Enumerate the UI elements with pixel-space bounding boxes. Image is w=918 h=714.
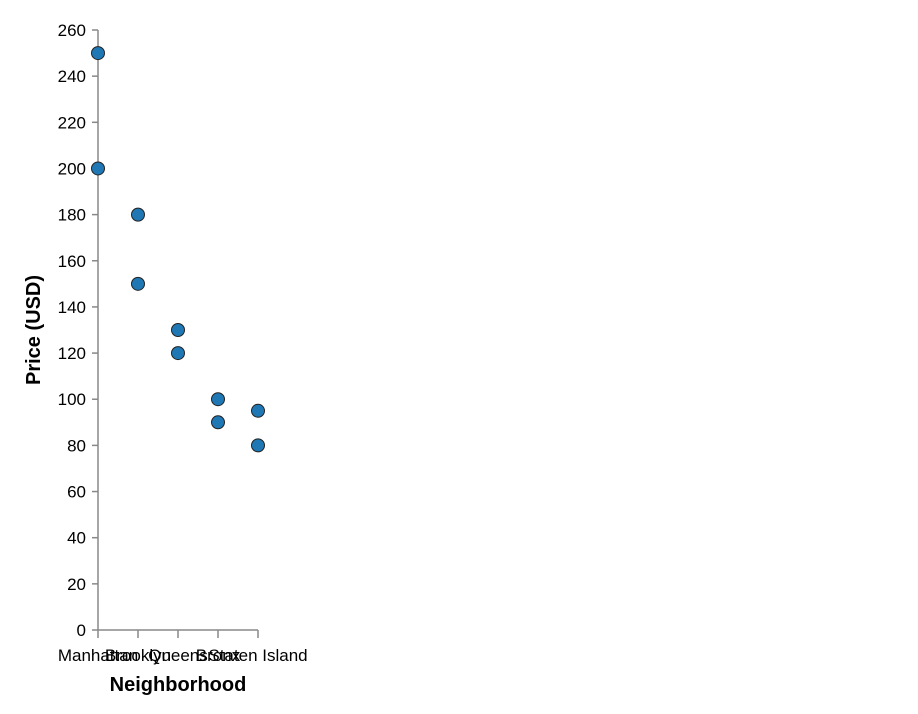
x-tick-label: Brooklyn: [105, 646, 171, 665]
data-point: [131, 207, 145, 222]
y-tick-label: 180: [58, 206, 86, 225]
y-tick-label: 220: [58, 113, 86, 132]
x-tick-label: Staten Island: [208, 646, 307, 665]
y-tick-label: 160: [58, 252, 86, 271]
y-tick-label: 0: [77, 621, 86, 640]
data-points: [91, 46, 265, 453]
y-tick-label: 80: [67, 436, 86, 455]
y-tick-label: 100: [58, 390, 86, 409]
data-point: [131, 276, 145, 291]
data-point: [91, 46, 105, 61]
x-tick-label: Bronx: [196, 646, 241, 665]
x-axis-title: Neighborhood: [110, 674, 247, 696]
data-point: [211, 392, 225, 407]
data-point: [211, 415, 225, 430]
y-tick-label: 240: [58, 67, 86, 86]
y-tick-label: 40: [67, 529, 86, 548]
x-tick-label: Queens: [148, 646, 208, 665]
data-point: [91, 161, 105, 176]
y-axis: 0 20 40 60 80 100 120 140 160 180 200 220 240 260: [58, 21, 99, 640]
data-point: [171, 323, 185, 337]
y-tick-label: 260: [58, 21, 86, 40]
y-axis-title: Price (USD): [23, 275, 45, 385]
y-tick-label: 200: [58, 159, 86, 178]
data-point: [251, 438, 265, 453]
data-point: [171, 346, 185, 361]
y-tick-label: 120: [58, 344, 86, 363]
y-tick-label: 20: [67, 575, 86, 594]
y-tick-label: 60: [67, 483, 86, 502]
x-tick-label: Manhattan: [58, 646, 138, 665]
data-point: [251, 403, 265, 418]
y-tick-label: 140: [58, 298, 86, 317]
